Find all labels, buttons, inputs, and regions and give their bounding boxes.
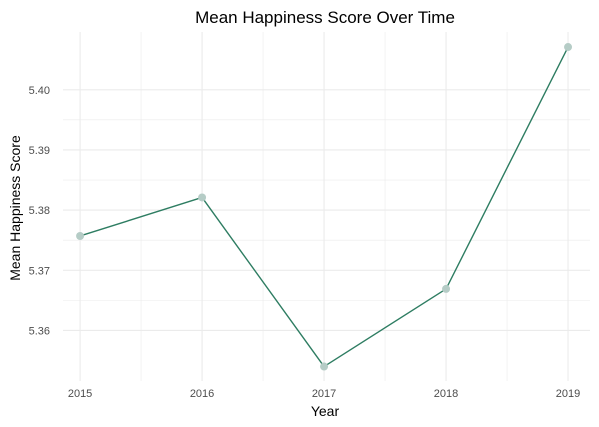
y-tick-label: 5.39 [29, 145, 50, 157]
y-axis-title: Mean Happiness Score [7, 135, 23, 281]
data-point [320, 362, 329, 371]
data-point-layer [76, 43, 573, 371]
data-point [442, 284, 451, 293]
y-tick-label: 5.38 [29, 205, 50, 217]
data-point [76, 231, 85, 240]
tick-label-layer: 5.36 5.37 5.38 5.39 5.40 2015 2016 2017 2018 2019 [29, 85, 581, 400]
x-tick-label: 2015 [68, 388, 92, 400]
data-point [198, 193, 207, 202]
x-tick-label: 2019 [556, 388, 580, 400]
chart-title: Mean Happiness Score Over Time [195, 8, 455, 27]
y-tick-label: 5.37 [29, 265, 50, 277]
x-tick-label: 2016 [190, 388, 214, 400]
grid-layer [63, 32, 590, 381]
x-axis-title: Year [311, 403, 340, 419]
y-tick-label: 5.36 [29, 325, 50, 337]
data-point [564, 43, 573, 52]
y-tick-label: 5.40 [29, 85, 50, 97]
x-tick-label: 2017 [312, 388, 336, 400]
x-tick-label: 2018 [434, 388, 458, 400]
